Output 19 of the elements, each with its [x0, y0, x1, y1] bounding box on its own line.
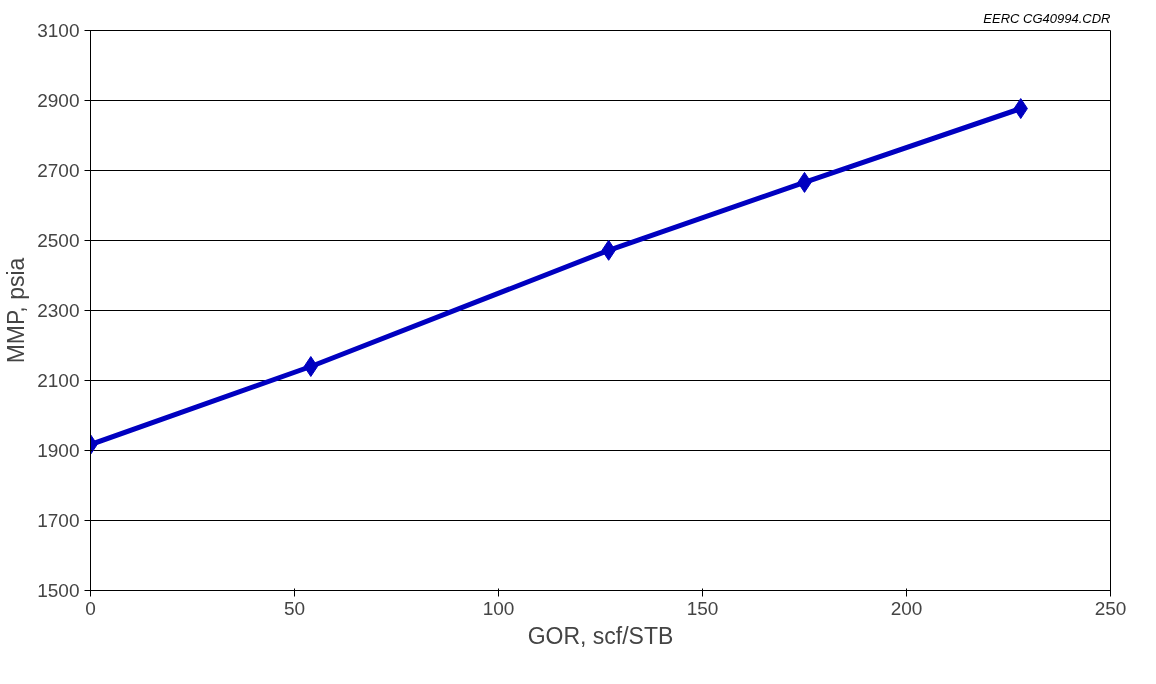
y-tick-label: 3100: [37, 20, 80, 41]
y-tick-label: 2300: [37, 300, 80, 321]
x-axis-title: GOR, scf/STB: [527, 622, 674, 649]
y-axis-title: MMP, psia: [3, 257, 30, 364]
y-tick-label: 2700: [37, 160, 80, 181]
x-tick-label: 150: [686, 597, 719, 619]
y-tick-label: 2100: [37, 370, 80, 391]
x-tick-label: 100: [482, 597, 515, 619]
x-tick-label: 0: [85, 597, 96, 619]
text: EERC CG40994.CDR: [983, 10, 1111, 26]
x-tick-label: 250: [1094, 597, 1127, 619]
point: [303, 356, 318, 377]
x-tick-label: 50: [283, 597, 306, 619]
y-tick-label: 1500: [37, 580, 80, 601]
y-tick-label: 2900: [37, 90, 80, 111]
y-tick-label: 2500: [37, 230, 80, 251]
y-tick-label: 1700: [37, 510, 80, 531]
y-tick-label: 1900: [37, 440, 80, 461]
x-tick-label: 200: [890, 597, 923, 619]
